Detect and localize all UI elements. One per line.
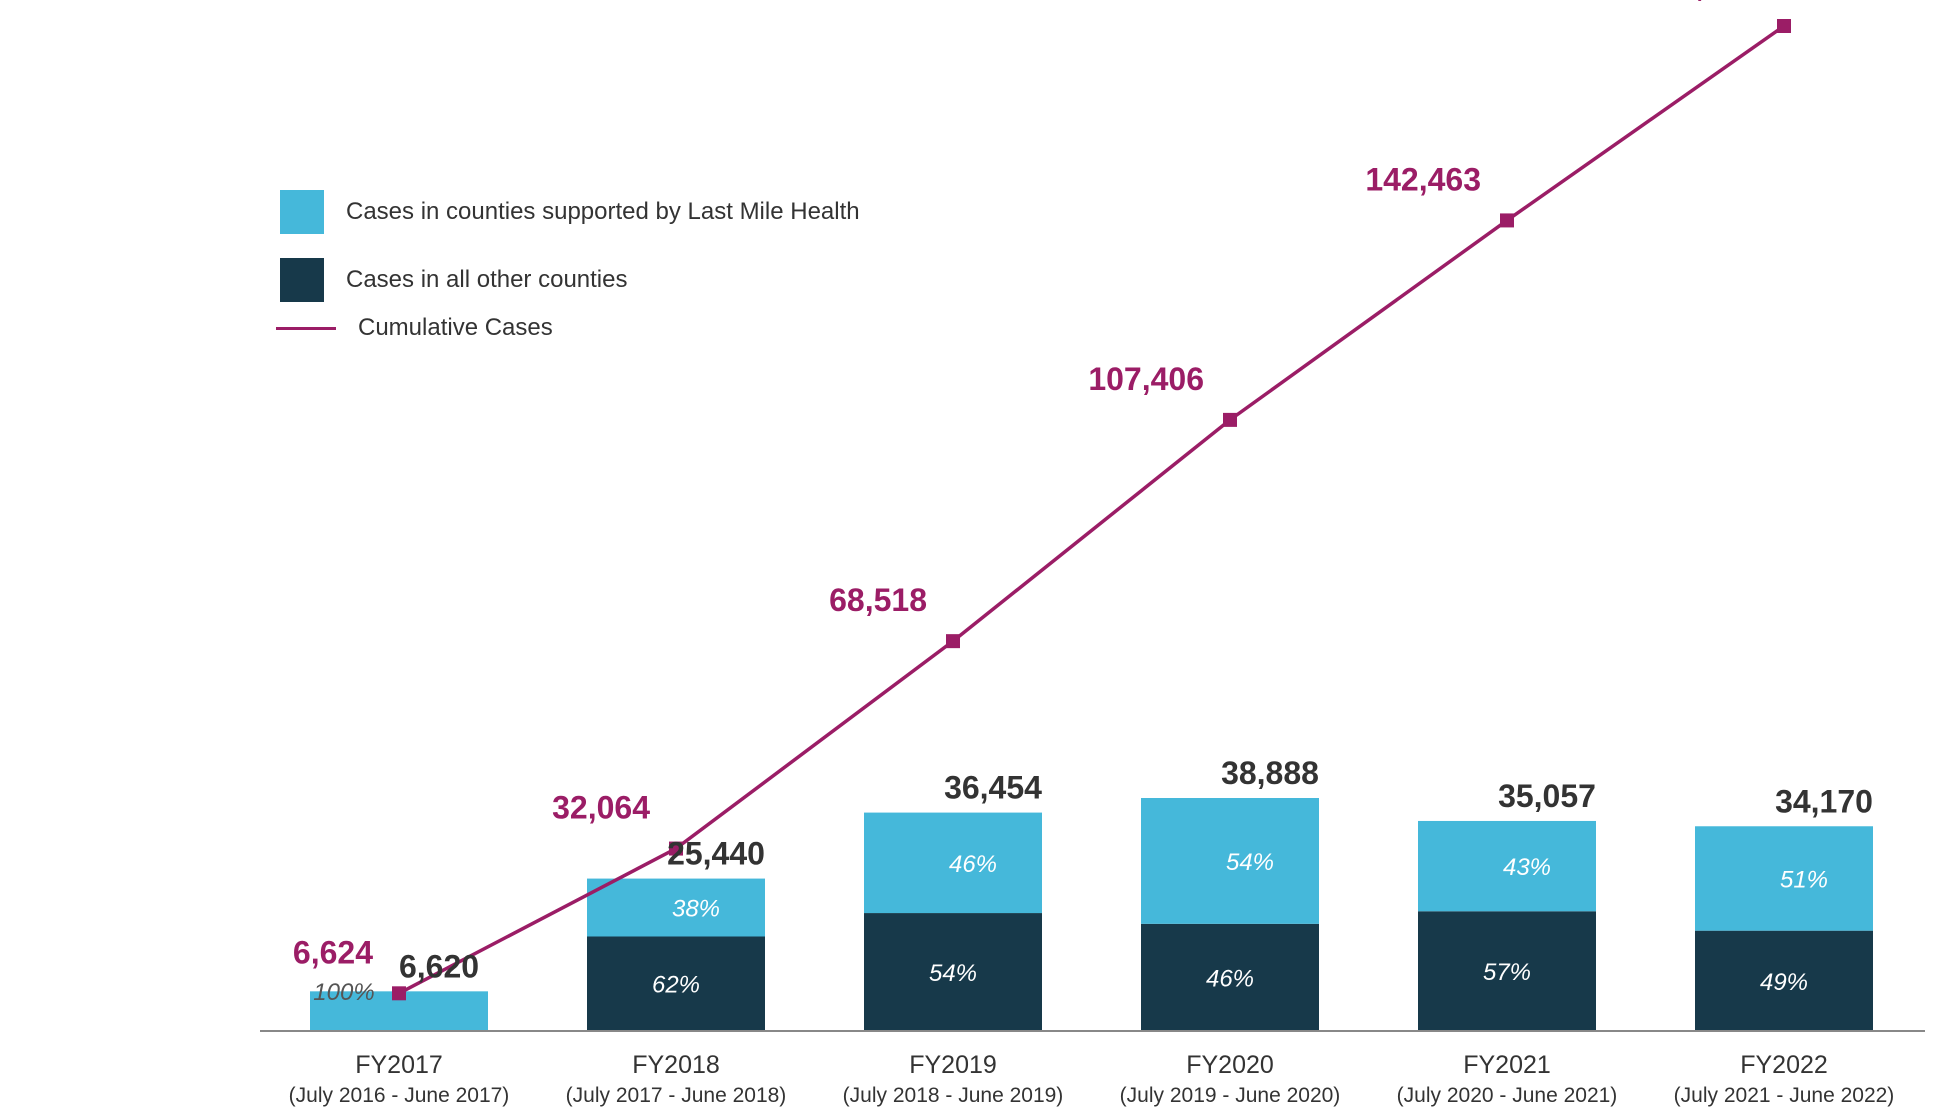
cumulative-marker-FY2021	[1500, 213, 1514, 228]
total-label-FY2018: 25,440	[667, 836, 765, 872]
bar-other-FY2019	[864, 913, 1042, 1031]
total-label-FY2021: 35,057	[1498, 778, 1596, 814]
cumulative-marker-FY2020	[1223, 412, 1237, 427]
pct-label-lmh-FY2020: 54%	[1226, 849, 1274, 876]
pct-label-lmh-FY2019: 46%	[949, 851, 997, 878]
pct-label-other-FY2021: 57%	[1483, 959, 1531, 986]
x-tick-label-FY2017: FY2017	[355, 1051, 443, 1079]
x-tick-sublabel-FY2020: (July 2019 - June 2020)	[1120, 1084, 1341, 1107]
total-label-FY2019: 36,454	[944, 770, 1042, 806]
x-tick-label-FY2020: FY2020	[1186, 1051, 1274, 1079]
legend-item-other: Cases in all other counties	[280, 258, 860, 302]
cumulative-marker-FY2018	[669, 841, 683, 856]
bar-lmh-FY2022	[1695, 826, 1873, 931]
total-label-FY2022: 34,170	[1775, 783, 1873, 819]
pct-label-other-FY2018: 62%	[652, 972, 700, 999]
bar-lmh-FY2019	[864, 812, 1042, 914]
line-layer	[392, 19, 1791, 1001]
cumulative-label-FY2019: 68,518	[829, 582, 927, 618]
total-label-FY2020: 38,888	[1221, 755, 1319, 791]
legend: Cases in counties supported by Last Mile…	[276, 190, 860, 364]
cumulative-label-FY2017: 6,624	[293, 934, 373, 970]
legend-label-cumulative: Cumulative Cases	[358, 314, 553, 341]
pct-label-other-FY2019: 54%	[929, 960, 977, 987]
x-tick-sublabel-FY2022: (July 2021 - June 2022)	[1674, 1084, 1895, 1107]
x-tick-sublabel-FY2019: (July 2018 - June 2019)	[843, 1084, 1064, 1107]
labels-layer: 100% 6,620 62% 38% 25,440 54% 46% 36,454 46% 54% 3…	[293, 0, 1873, 1006]
cumulative-label-FY2018: 32,064	[552, 790, 650, 826]
cumulative-line	[398, 24, 1786, 995]
total-label-FY2017: 6,620	[399, 948, 479, 984]
legend-item-cumulative: Cumulative Cases	[276, 314, 860, 341]
cumulative-marker-FY2017	[392, 986, 406, 1001]
cumulative-marker-FY2019	[946, 634, 960, 649]
pct-label-other-FY2020: 46%	[1206, 965, 1254, 992]
legend-swatch-lmh	[280, 190, 324, 234]
x-tick-sublabel-FY2021: (July 2020 - June 2021)	[1397, 1084, 1618, 1107]
bar-lmh-FY2021	[1418, 820, 1596, 912]
legend-label-lmh: Cases in counties supported by Last Mile…	[346, 198, 860, 225]
axis-layer: FY2017 (July 2016 - June 2017) FY2018 (July…	[260, 1030, 1925, 1107]
legend-label-other: Cases in all other counties	[346, 266, 628, 293]
bar-other-FY2022	[1695, 930, 1873, 1031]
x-tick-label-FY2021: FY2021	[1463, 1051, 1551, 1079]
cumulative-label-FY2022: 176,633	[1642, 0, 1758, 3]
pct-label-lmh-FY2021: 43%	[1503, 854, 1551, 881]
bar-lmh-FY2020	[1141, 798, 1319, 924]
pct-label-lmh-FY2018: 38%	[672, 896, 720, 923]
x-tick-sublabel-FY2017: (July 2016 - June 2017)	[289, 1084, 510, 1107]
bar-other-FY2020	[1141, 923, 1319, 1031]
bar-other-FY2018	[587, 936, 765, 1031]
legend-item-lmh: Cases in counties supported by Last Mile…	[280, 190, 860, 234]
cumulative-label-FY2021: 142,463	[1365, 161, 1481, 197]
bar-lmh-FY2018	[587, 878, 765, 937]
legend-line-cumulative	[276, 326, 336, 330]
bar-other-FY2021	[1418, 911, 1596, 1031]
cumulative-marker-FY2022	[1777, 19, 1791, 33]
x-tick-label-FY2019: FY2019	[909, 1051, 997, 1079]
cumulative-label-FY2020: 107,406	[1088, 361, 1204, 397]
x-tick-sublabel-FY2018: (July 2017 - June 2018)	[566, 1084, 787, 1107]
pct-label-lmh-FY2017: 100%	[313, 979, 374, 1006]
pct-label-other-FY2022: 49%	[1760, 969, 1808, 996]
legend-swatch-other	[280, 258, 324, 302]
bars-layer	[310, 798, 1873, 1031]
x-tick-label-FY2018: FY2018	[632, 1051, 720, 1079]
pct-label-lmh-FY2022: 51%	[1780, 866, 1828, 893]
x-tick-label-FY2022: FY2022	[1740, 1051, 1828, 1079]
